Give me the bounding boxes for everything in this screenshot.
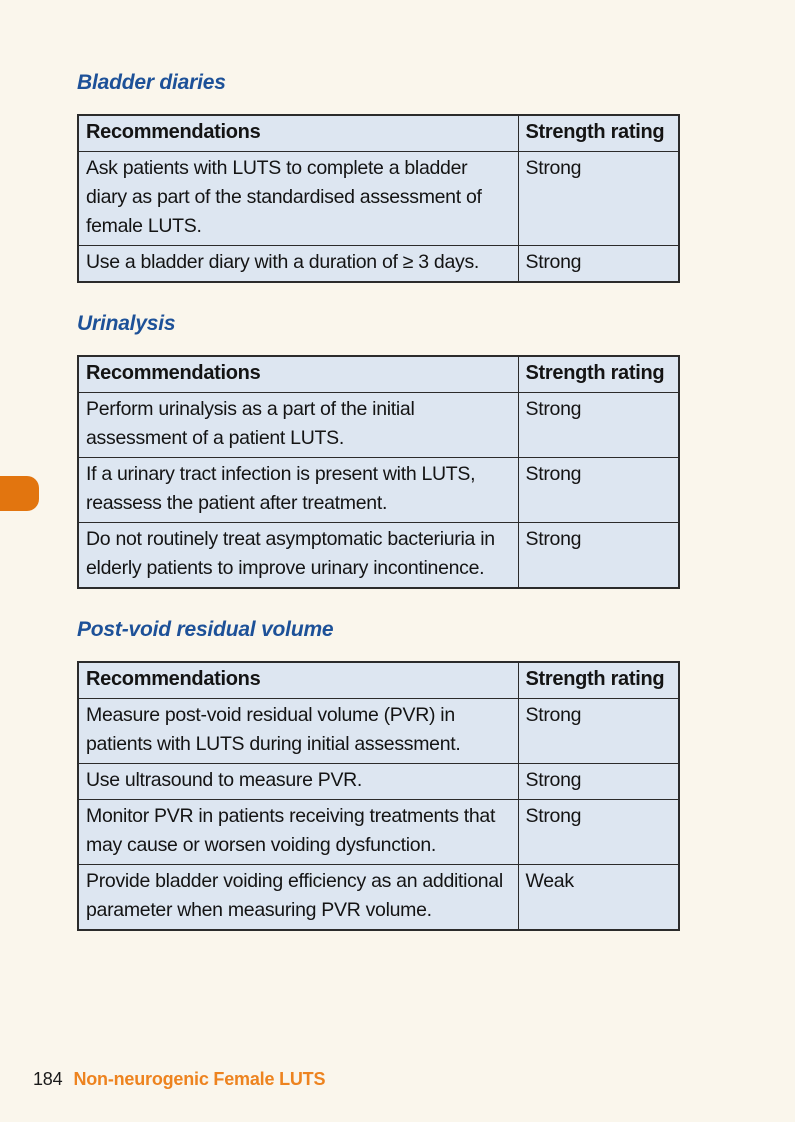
sections-container: Bladder diaries Recommendations Strength…: [77, 70, 680, 931]
page-number: 184: [33, 1069, 63, 1089]
recommendation-cell: Provide bladder voiding efficiency as an…: [77, 864, 519, 931]
col-header-recommendations: Recommendations: [77, 355, 519, 393]
recommendations-table: Recommendations Strength rating Ask pati…: [77, 114, 680, 283]
strength-rating-cell: Weak: [517, 864, 680, 931]
strength-rating-cell: Strong: [517, 522, 680, 589]
strength-rating-cell: Strong: [517, 799, 680, 865]
guideline-section: Bladder diaries Recommendations Strength…: [77, 70, 680, 283]
recommendation-cell: Perform urinalysis as a part of the init…: [77, 392, 519, 458]
table-row: Monitor PVR in patients receiving treatm…: [77, 799, 680, 865]
table-header-row: Recommendations Strength rating: [77, 661, 680, 699]
col-header-recommendations: Recommendations: [77, 114, 519, 152]
table-row: Ask patients with LUTS to complete a bla…: [77, 151, 680, 246]
chapter-tab-marker: [0, 476, 39, 511]
recommendations-table: Recommendations Strength rating Perform …: [77, 355, 680, 589]
section-heading: Bladder diaries: [77, 71, 226, 94]
col-header-strength-rating: Strength rating: [517, 114, 680, 152]
col-header-strength-rating: Strength rating: [517, 661, 680, 699]
table-row: Provide bladder voiding efficiency as an…: [77, 864, 680, 931]
recommendation-cell: If a urinary tract infection is present …: [77, 457, 519, 523]
recommendation-cell: Use a bladder diary with a duration of ≥…: [77, 245, 519, 283]
recommendation-cell: Do not routinely treat asymptomatic bact…: [77, 522, 519, 589]
section-heading: Urinalysis: [77, 312, 176, 335]
table-row: Measure post-void residual volume (PVR) …: [77, 698, 680, 764]
table-row: If a urinary tract infection is present …: [77, 457, 680, 523]
col-header-recommendations: Recommendations: [77, 661, 519, 699]
recommendation-cell: Monitor PVR in patients receiving treatm…: [77, 799, 519, 865]
col-header-strength-rating: Strength rating: [517, 355, 680, 393]
table-row: Use ultrasound to measure PVR. Strong: [77, 763, 680, 800]
strength-rating-cell: Strong: [517, 698, 680, 764]
guideline-section: Urinalysis Recommendations Strength rati…: [77, 311, 680, 589]
page-content: Bladder diaries Recommendations Strength…: [77, 70, 680, 931]
recommendations-table: Recommendations Strength rating Measure …: [77, 661, 680, 931]
strength-rating-cell: Strong: [517, 457, 680, 523]
recommendation-cell: Ask patients with LUTS to complete a bla…: [77, 151, 519, 246]
table-row: Use a bladder diary with a duration of ≥…: [77, 245, 680, 283]
table-row: Perform urinalysis as a part of the init…: [77, 392, 680, 458]
strength-rating-cell: Strong: [517, 763, 680, 800]
guideline-section: Post-void residual volume Recommendation…: [77, 617, 680, 931]
page-footer: 184 Non-neurogenic Female LUTS: [33, 1068, 325, 1090]
table-header-row: Recommendations Strength rating: [77, 355, 680, 393]
strength-rating-cell: Strong: [517, 245, 680, 283]
table-header-row: Recommendations Strength rating: [77, 114, 680, 152]
section-heading: Post-void residual volume: [77, 618, 334, 641]
recommendation-cell: Use ultrasound to measure PVR.: [77, 763, 519, 800]
strength-rating-cell: Strong: [517, 151, 680, 246]
strength-rating-cell: Strong: [517, 392, 680, 458]
recommendation-cell: Measure post-void residual volume (PVR) …: [77, 698, 519, 764]
footer-title: Non-neurogenic Female LUTS: [73, 1069, 326, 1089]
table-row: Do not routinely treat asymptomatic bact…: [77, 522, 680, 589]
